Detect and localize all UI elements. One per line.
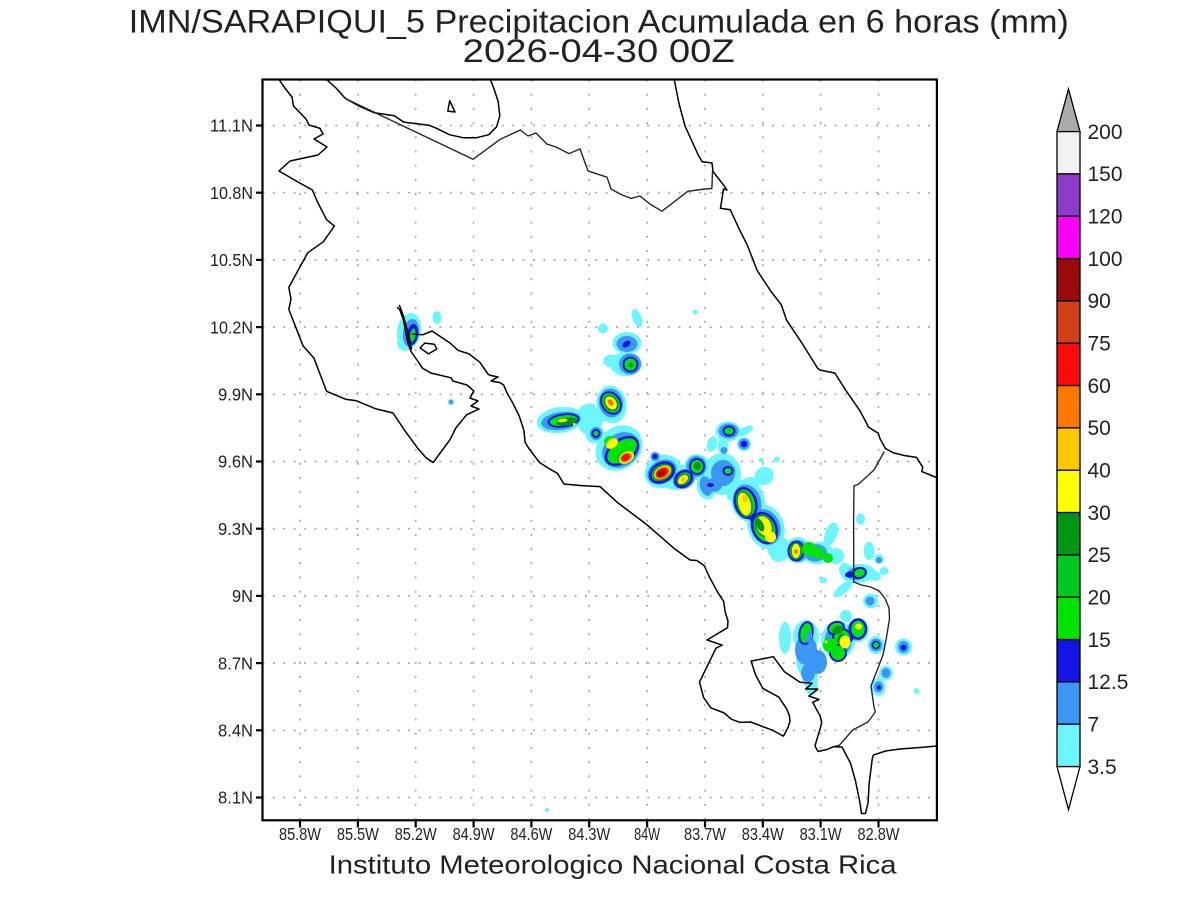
svg-text:120: 120 — [1088, 206, 1123, 229]
svg-text:10.5N: 10.5N — [210, 250, 253, 270]
svg-text:9.9N: 9.9N — [218, 385, 253, 405]
svg-text:7: 7 — [1088, 714, 1100, 737]
svg-text:15: 15 — [1088, 629, 1111, 652]
svg-text:75: 75 — [1088, 333, 1111, 356]
svg-text:IMN/SARAPIQUI_5 Precipitacion: IMN/SARAPIQUI_5 Precipitacion Acumulada … — [129, 4, 1069, 40]
svg-text:8.7N: 8.7N — [218, 653, 253, 673]
svg-text:10.2N: 10.2N — [210, 317, 253, 337]
svg-text:12.5: 12.5 — [1088, 671, 1129, 694]
svg-text:85.8W: 85.8W — [279, 824, 321, 844]
svg-text:83.4W: 83.4W — [742, 824, 784, 844]
svg-text:2026-04-30 00Z: 2026-04-30 00Z — [463, 33, 735, 69]
svg-text:85.5W: 85.5W — [337, 824, 379, 844]
svg-text:83.1W: 83.1W — [800, 824, 842, 844]
svg-text:60: 60 — [1088, 375, 1111, 398]
svg-text:150: 150 — [1088, 163, 1123, 186]
svg-text:84.6W: 84.6W — [510, 824, 552, 844]
svg-text:30: 30 — [1088, 502, 1111, 525]
svg-text:84.9W: 84.9W — [453, 824, 495, 844]
svg-text:90: 90 — [1088, 290, 1111, 313]
svg-text:84W: 84W — [634, 824, 660, 844]
svg-text:25: 25 — [1088, 544, 1111, 567]
svg-text:40: 40 — [1088, 460, 1111, 483]
svg-text:9.6N: 9.6N — [218, 452, 253, 472]
svg-text:20: 20 — [1088, 587, 1111, 610]
svg-text:84.3W: 84.3W — [568, 824, 610, 844]
svg-text:50: 50 — [1088, 417, 1111, 440]
svg-text:83.7W: 83.7W — [684, 824, 726, 844]
svg-text:9.3N: 9.3N — [218, 519, 253, 539]
svg-text:200: 200 — [1088, 121, 1123, 144]
svg-text:82.8W: 82.8W — [858, 824, 900, 844]
svg-text:8.1N: 8.1N — [218, 788, 253, 808]
svg-text:8.4N: 8.4N — [218, 721, 253, 741]
svg-text:3.5: 3.5 — [1088, 756, 1117, 779]
svg-text:Instituto Meteorologico Nacion: Instituto Meteorologico Nacional Costa R… — [329, 850, 898, 880]
svg-text:10.8N: 10.8N — [210, 183, 253, 203]
svg-text:9N: 9N — [232, 586, 253, 606]
svg-text:11.1N: 11.1N — [210, 116, 253, 136]
svg-text:85.2W: 85.2W — [395, 824, 437, 844]
svg-text:100: 100 — [1088, 248, 1123, 271]
